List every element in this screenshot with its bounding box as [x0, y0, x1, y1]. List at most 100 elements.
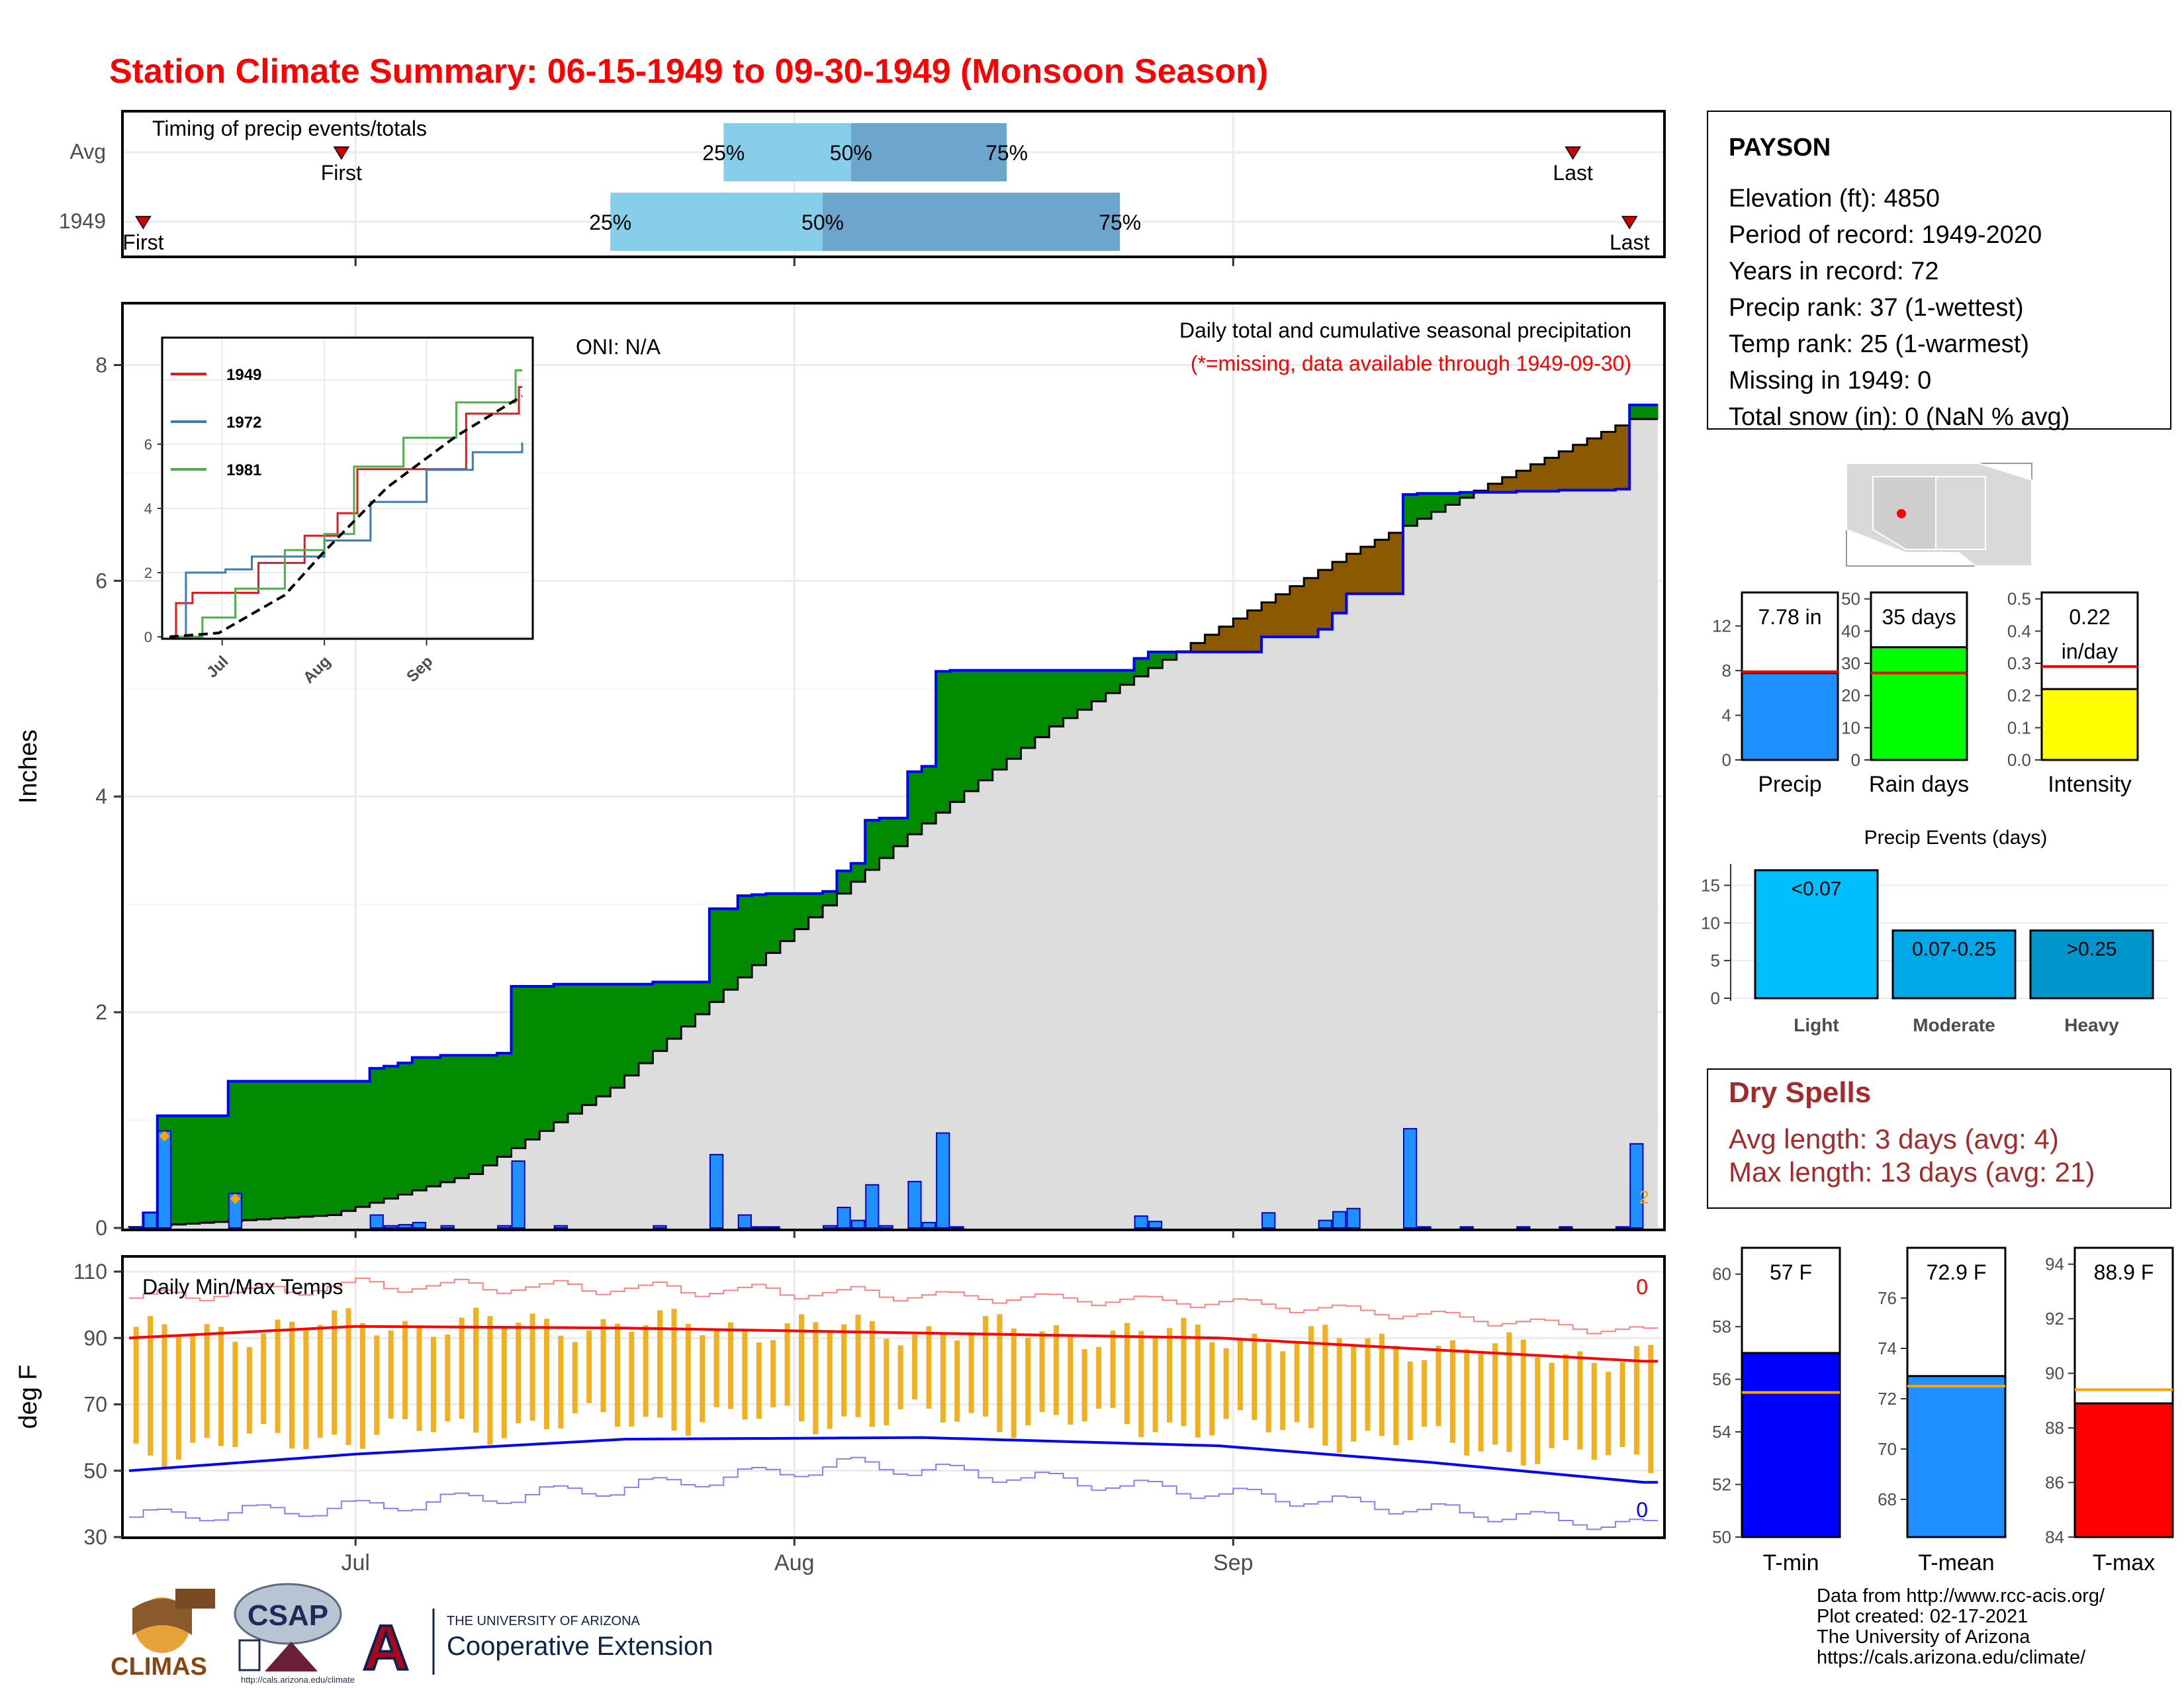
temp-summary-value: 57 F: [1770, 1260, 1812, 1284]
climas-cloud-icon: [175, 1589, 215, 1609]
station-info-line: Precip rank: 37 (1-wettest): [1729, 294, 2024, 322]
timing-q25-label: 25%: [589, 211, 631, 234]
temp-y-tick-label: 110: [73, 1260, 107, 1284]
temp-summary-y-tick-label: 90: [2045, 1364, 2064, 1383]
timing-title: Timing of precip events/totals: [152, 117, 427, 140]
above-average-fill: [879, 818, 894, 859]
summary-bar-y-tick-label: 20: [1841, 686, 1860, 706]
above-average-fill: [1120, 670, 1135, 685]
temp-summary-y-tick-label: 58: [1712, 1317, 1731, 1336]
above-average-fill: [978, 670, 993, 780]
ua-logo: A THE UNIVERSITY OF ARIZONA Cooperative …: [361, 1609, 713, 1685]
temp-summary-bar-t-min: [1741, 1352, 1841, 1538]
above-average-fill: [185, 1115, 201, 1224]
daily-precip-bar: [1134, 1215, 1148, 1229]
above-average-fill: [270, 1081, 285, 1219]
timing-panel: Timing of precip events/totals Avg 1949 …: [59, 110, 1666, 258]
temp-summary-y-tick-label: 56: [1712, 1370, 1731, 1389]
inset-y-tick-label: 6: [144, 436, 152, 453]
temp-y-axis-label: deg F: [15, 1364, 42, 1429]
above-average-fill: [525, 986, 540, 1140]
temp-summary-label: T-min: [1763, 1550, 1819, 1575]
location-map: [1846, 463, 2032, 567]
station-info-line: Temp rank: 25 (1-warmest): [1729, 330, 2029, 358]
timing-row-label-year: 1949: [59, 209, 106, 233]
temp-y-tick-label: 90: [83, 1326, 107, 1350]
new-mexico-border: [1936, 476, 1986, 550]
summary-bar-y-tick-label: 0.3: [2007, 653, 2031, 673]
temp-summary-y-tick-label: 86: [2045, 1473, 2064, 1493]
temp-background: [122, 1256, 1664, 1538]
daily-precip-bar: [369, 1214, 384, 1229]
station-info-line: Years in record: 72: [1729, 258, 1939, 285]
below-average-fill: [1572, 445, 1588, 491]
daily-precip-bar: [1559, 1226, 1573, 1229]
temp-summary-bar-t-max: [2073, 1402, 2174, 1538]
climas-wordmark: CLIMAS: [111, 1653, 207, 1681]
daily-precip-bar: [1346, 1207, 1361, 1229]
above-average-fill: [837, 870, 852, 894]
station-info-frame: [1707, 111, 2171, 430]
daily-precip-bar: [143, 1212, 158, 1229]
temp-panel: 30 50 70 90 110 Daily Min/Max Temps 0 0 deg …: [15, 1255, 1666, 1575]
daily-precip-bar: [766, 1226, 780, 1229]
below-average-fill: [1587, 438, 1602, 491]
precip-events-panel: Precip Events (days) 0 5 10 15 <0.07 Light 0.0…: [1701, 827, 2167, 1035]
precip-y-axis-label: Inches: [15, 729, 42, 804]
above-average-fill: [228, 1081, 243, 1221]
temp-summary-y-tick-label: 74: [1878, 1338, 1897, 1358]
temp-summary-y-tick-label: 94: [2045, 1254, 2064, 1274]
temp-summary-y-tick-label: 54: [1712, 1422, 1731, 1442]
temp-summary-bars: 57 F 50 52 54 56 58 60 T-min 72.9 F 68 70 72 74 76 T-m…: [1712, 1246, 2174, 1575]
above-average-fill: [1445, 493, 1461, 505]
above-average-fill: [454, 1055, 469, 1178]
below-average-fill: [1346, 553, 1361, 594]
above-average-fill: [1021, 670, 1036, 748]
summary-bar-rain-days: [1870, 646, 1968, 761]
timing-first-marker: [333, 146, 350, 160]
above-average-fill: [327, 1081, 342, 1215]
daily-precip-bar: [1318, 1219, 1332, 1229]
summary-bar-label: Precip: [1758, 772, 1821, 797]
above-average-fill: [1629, 404, 1645, 419]
inset-legend-label: 1981: [226, 461, 261, 479]
footer-credit-line: Data from http://www.rcc-acis.org/: [1817, 1585, 2105, 1607]
missing-count-label: 2: [1639, 1187, 1649, 1207]
timing-first-label: First: [122, 230, 163, 254]
timing-last-marker: [1565, 146, 1582, 160]
observed-cumulative-line: [129, 403, 1658, 1229]
timing-last-marker: [1621, 216, 1638, 230]
below-average-fill: [1233, 618, 1248, 652]
inset-y-tick-label: 0: [144, 629, 152, 645]
above-average-fill: [539, 986, 555, 1131]
below-average-fill: [1275, 594, 1291, 637]
station-info-line: Period of record: 1949-2020: [1729, 221, 2042, 249]
daily-precip-bar: [1417, 1226, 1432, 1229]
above-average-fill: [964, 670, 979, 792]
below-average-fill: [1601, 432, 1616, 491]
above-average-fill: [794, 893, 809, 929]
events-bar-label: Heavy: [2064, 1015, 2119, 1035]
dry-spells-frame: [1707, 1068, 2171, 1209]
summary-bar-value: 0.22: [2069, 605, 2110, 629]
above-average-fill: [1049, 670, 1064, 727]
above-average-fill: [752, 894, 767, 966]
below-average-fill: [1488, 483, 1503, 492]
above-average-fill: [653, 982, 668, 1051]
csap-logo: CSAP http://cals.arizona.edu/climate: [234, 1583, 355, 1685]
events-bar-heavy: [2029, 929, 2154, 1000]
inset-series-line: [169, 369, 523, 638]
above-average-fill: [737, 896, 752, 978]
timing-last-label: Last: [1553, 161, 1593, 185]
summary-bar-y-tick-label: 50: [1841, 589, 1860, 609]
temp-summary-bar-t-mean: [1906, 1375, 2007, 1538]
above-average-fill: [639, 984, 653, 1064]
summary-bar-value: 7.78 in: [1758, 605, 1821, 629]
daily-precip-bar: [511, 1160, 525, 1229]
daily-precip-bar: [1615, 1226, 1630, 1229]
dry-spells-max: Max length: 13 days (avg: 21): [1729, 1156, 2095, 1188]
below-average-fill: [1304, 578, 1319, 637]
timing-last-label: Last: [1610, 230, 1650, 254]
summary-bar-label: Intensity: [2048, 772, 2132, 797]
below-average-fill: [1516, 471, 1531, 492]
